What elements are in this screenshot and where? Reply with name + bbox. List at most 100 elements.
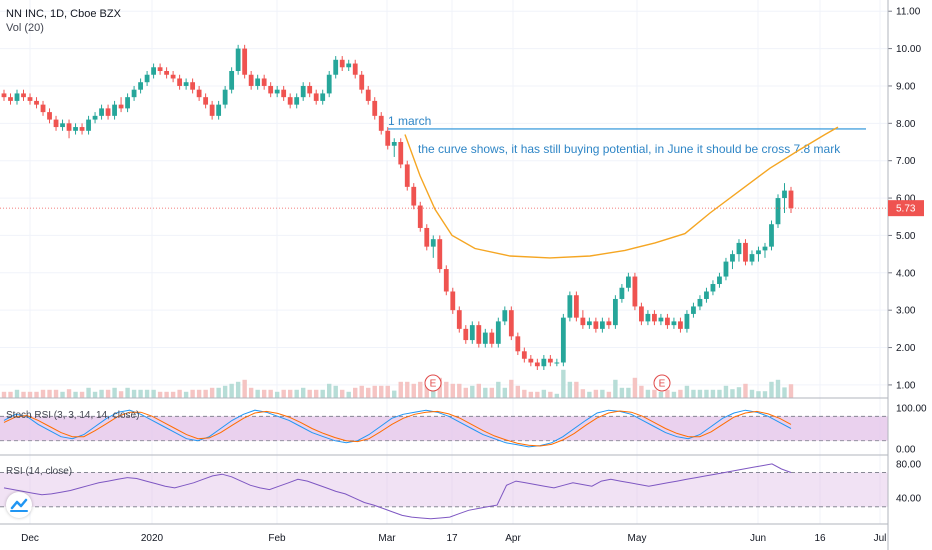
candle (216, 100, 222, 120)
candle (424, 224, 430, 251)
volume-bar (593, 389, 599, 398)
earnings-marker: E (424, 374, 442, 392)
rsi-series-line (3, 463, 792, 520)
stoch-tick-label: 100.00 (896, 404, 927, 415)
volume-bar (379, 385, 384, 398)
volume-bar (652, 389, 657, 398)
candle (606, 317, 612, 329)
last-price-label: 5.73 (896, 204, 916, 215)
volume-bar (190, 389, 195, 398)
candle-body (294, 97, 300, 105)
candle (14, 89, 20, 105)
candle (268, 82, 274, 98)
volume-bar (105, 389, 111, 398)
candle-body (86, 119, 91, 131)
candle (313, 89, 319, 105)
volume-bar (92, 391, 98, 398)
candle-body (697, 298, 703, 307)
volume-bar (613, 379, 618, 398)
candle (144, 71, 150, 86)
volume-bar (40, 389, 46, 398)
candle-body (710, 284, 716, 292)
candle-body (27, 97, 33, 101)
volume-bar (717, 389, 722, 398)
candle (105, 104, 111, 120)
candle-body (430, 239, 436, 247)
candle-body (508, 310, 514, 337)
candle-body (424, 227, 430, 247)
candle-body (521, 351, 527, 359)
candle (118, 97, 124, 113)
candle-body (235, 48, 241, 72)
candle (502, 306, 508, 326)
volume-bar (431, 388, 436, 398)
volume-bar (775, 379, 781, 398)
candle-body (612, 298, 618, 326)
candle-body (665, 317, 670, 326)
candle-body (678, 321, 683, 329)
candle (567, 291, 573, 322)
candle-body (593, 321, 599, 329)
candle-body (515, 336, 521, 352)
candle-body (372, 100, 378, 116)
candle-body (411, 186, 417, 206)
volume-bar (515, 385, 521, 398)
volume-bar (372, 385, 377, 398)
candle-body (209, 104, 215, 116)
volume-bar (268, 389, 273, 398)
rsi-band (0, 472, 888, 507)
candle (710, 280, 716, 296)
candle-body (541, 358, 547, 367)
candle-body (489, 332, 495, 344)
volume-bar (782, 387, 787, 398)
candle-body (567, 295, 573, 318)
volume-bar (736, 387, 742, 398)
candle-body (222, 89, 228, 105)
volume-bar (346, 391, 351, 398)
volume-bar (222, 385, 228, 398)
volume-bar (73, 391, 78, 398)
candle-body (652, 313, 657, 322)
candle (242, 44, 248, 79)
rsi-tick-label: 40.00 (896, 494, 921, 505)
candle-body (437, 239, 443, 270)
candle (352, 59, 358, 79)
candle-body (157, 67, 163, 72)
volume-bar (444, 381, 449, 398)
volume-bar (665, 389, 670, 398)
candle-body (639, 306, 644, 322)
volume-bar (131, 389, 137, 398)
candle-body (138, 82, 143, 90)
x-tick-label: May (628, 533, 647, 544)
candle-body (580, 317, 586, 326)
volume-bar (678, 389, 683, 398)
candle-body (118, 104, 124, 109)
volume-bar (261, 389, 267, 398)
volume-bar (281, 389, 286, 398)
candle (495, 317, 501, 348)
stoch-tick-label: 0.00 (896, 444, 916, 455)
volume-bar (424, 383, 429, 398)
volume-bar (327, 383, 332, 398)
candle (476, 321, 482, 348)
candle-body (99, 108, 104, 116)
candle-body (743, 242, 748, 262)
candle (294, 93, 300, 109)
y-tick-label: 4.00 (896, 268, 916, 279)
candle-body (528, 358, 534, 363)
volume-bar (34, 391, 39, 398)
y-tick-label: 5.00 (896, 231, 916, 242)
volume-bar (177, 389, 182, 398)
volume-bar (769, 381, 774, 398)
volume-bar (27, 391, 33, 398)
candle (196, 85, 202, 101)
tradingview-logo[interactable] (6, 492, 32, 518)
candle-body (274, 89, 280, 94)
volume-bar (353, 387, 358, 398)
candle-body (645, 313, 651, 322)
volume-bar (470, 385, 475, 398)
candle (404, 160, 410, 191)
stoch-series-line (3, 410, 792, 447)
x-tick-label: Jun (750, 533, 766, 544)
